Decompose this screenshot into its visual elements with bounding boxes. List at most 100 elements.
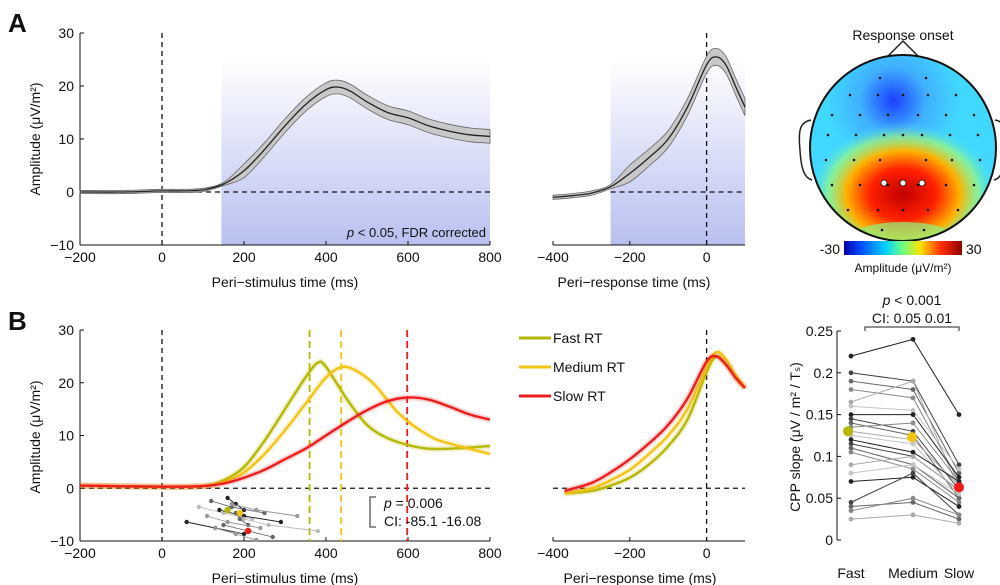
- grand-average-trace: [79, 86, 491, 193]
- electrode-dot: [886, 183, 890, 187]
- onset-point: [213, 525, 218, 531]
- electrode-dot: [878, 158, 882, 162]
- y-tick-label: −10: [50, 237, 74, 253]
- panel-b-stimulus-chart: −200 0 200 400 600 800 −10 0 10 20 30 p = 0.006 CI…: [27, 322, 502, 585]
- electrode-dot: [926, 93, 930, 97]
- trace-band-slow: [563, 352, 748, 494]
- colorbar-label: Amplitude (μV/m²): [855, 261, 952, 275]
- onset-mean-fast: [224, 506, 231, 514]
- trace-slow: [564, 354, 746, 493]
- y-tick-label: 20: [58, 375, 74, 391]
- electrode-dot: [876, 208, 880, 212]
- y-tick-label: 0: [825, 532, 833, 548]
- electrode-dot: [876, 93, 880, 97]
- subject-point: [956, 491, 962, 497]
- onset-point: [237, 516, 243, 522]
- panel-a-stimulus-chart: −200 0 200 400 600 800 −10 0 10 20 30 p < 0.05, FD…: [27, 25, 502, 290]
- electrode-dot: [924, 76, 928, 80]
- group-mean-fast: [843, 426, 853, 437]
- slope-p-text: < 0.001: [890, 292, 941, 308]
- subject-point: [910, 512, 916, 518]
- slope-bracket: [864, 326, 960, 331]
- y-tick-label: 10: [58, 428, 74, 444]
- electrode-dot: [824, 158, 828, 162]
- x-axis-label: Peri−response time (ms): [564, 570, 717, 585]
- electrode-dot: [901, 93, 905, 97]
- onset-point: [258, 525, 263, 531]
- stat-ci: CI: -85.1 -16.08: [384, 513, 481, 529]
- onset-mean-medium: [236, 509, 244, 517]
- y-tick-label: 0.05: [806, 490, 833, 506]
- legend-label-slow: Slow RT: [553, 388, 606, 404]
- x-tick-label: 600: [396, 545, 420, 561]
- x-tick-label: 0: [703, 545, 711, 561]
- x-category-label: Medium: [888, 565, 938, 581]
- electrode-dot: [950, 158, 954, 162]
- electrode-dot: [972, 183, 976, 187]
- annotation-text: < 0.05, FDR corrected: [354, 225, 486, 240]
- axes: −400 −200 0: [537, 330, 745, 561]
- confidence-band: [79, 79, 491, 195]
- subject-point: [848, 399, 854, 405]
- x-tick-label: −200: [64, 545, 96, 561]
- electrode-dot: [944, 113, 948, 117]
- onset-point: [254, 537, 259, 543]
- electrode-dot: [944, 183, 948, 187]
- subject-point: [956, 462, 962, 468]
- x-tick-label: −200: [614, 545, 646, 561]
- trace-band-fast: [79, 358, 491, 490]
- left-ear-shape: [798, 119, 813, 181]
- panel-b-response-chart: −400 −200 0 Peri−response time (ms): [537, 330, 748, 585]
- y-tick-label: 0.2: [814, 365, 834, 381]
- onset-point: [221, 522, 226, 528]
- electrode-dot: [924, 158, 928, 162]
- subject-point: [848, 416, 854, 422]
- x-tick-label: 200: [232, 249, 256, 265]
- y-tick-label: 0.1: [814, 448, 834, 464]
- subject-lines: [848, 336, 962, 526]
- significance-annotation: p < 0.05, FDR corrected: [346, 225, 486, 240]
- stat-p-value: p = 0.006: [383, 495, 443, 511]
- subject-point: [848, 412, 854, 417]
- electrode-dot: [948, 133, 952, 137]
- panel-a-response-chart: −400 −200 0 Peri−response time (ms): [537, 33, 746, 290]
- electrode-dot: [886, 113, 890, 117]
- y-axis-label: Amplitude (μV/m²): [27, 82, 43, 195]
- subject-point: [848, 370, 854, 376]
- x-tick-label: 0: [158, 249, 166, 265]
- subject-point: [910, 470, 916, 476]
- subject-point: [956, 512, 962, 518]
- group-mean-medium: [907, 432, 917, 443]
- electrode-dot: [846, 208, 850, 212]
- subject-point: [848, 445, 854, 451]
- median-rt-lines: [308, 330, 409, 541]
- legend-label-fast: Fast RT: [553, 330, 603, 346]
- annotation-p: p: [346, 225, 354, 240]
- x-tick-label: 600: [396, 249, 420, 265]
- slope-p-value: p < 0.001: [882, 292, 942, 308]
- onset-point: [262, 510, 267, 516]
- subject-point: [910, 474, 916, 480]
- highlighted-electrode: [899, 179, 907, 187]
- grand-average-trace: [552, 56, 746, 198]
- x-axis-label: Peri−stimulus time (ms): [212, 570, 359, 585]
- onset-point: [217, 507, 222, 513]
- x-axis-label: Peri−response time (ms): [558, 274, 711, 290]
- x-tick-label: 400: [314, 249, 338, 265]
- electrode-dot: [920, 133, 924, 137]
- subject-point: [848, 504, 854, 509]
- subject-point: [848, 387, 854, 392]
- subject-line: [851, 414, 960, 478]
- y-tick-label: 0: [66, 184, 74, 200]
- electrode-dot: [880, 228, 884, 232]
- onset-scatter: [184, 495, 320, 543]
- stat-p-text: = 0.006: [392, 495, 443, 511]
- y-tick-label: 30: [58, 322, 74, 338]
- y-axis-label: Amplitude (μV/m²): [27, 380, 43, 493]
- subject-point: [848, 378, 854, 384]
- y-tick-label: 0.15: [806, 407, 833, 423]
- highlighted-electrode: [918, 179, 926, 187]
- onset-point: [196, 504, 202, 510]
- y-tick-label: 30: [58, 25, 74, 41]
